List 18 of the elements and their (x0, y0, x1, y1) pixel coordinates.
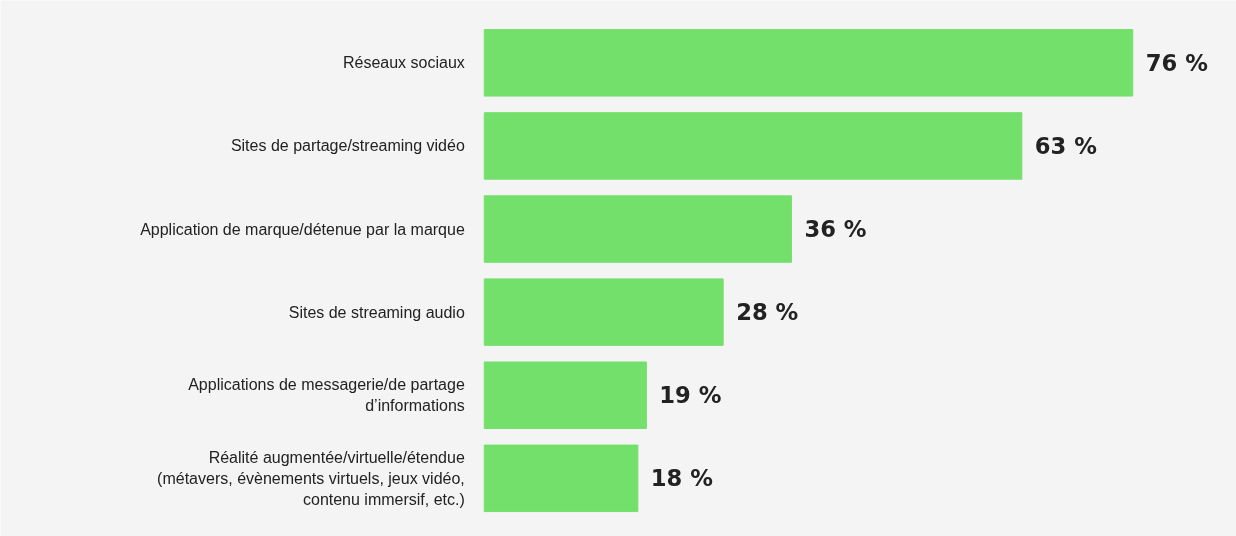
bar (483, 195, 792, 263)
data-label: 18 % (650, 465, 713, 492)
bar (483, 112, 1023, 180)
bar (483, 444, 639, 513)
bar (483, 278, 724, 346)
data-label: 28 % (736, 299, 799, 326)
bar (483, 29, 1134, 97)
y-tick-label: Réalité augmentée/virtuelle/étendue (métavers, évènements virtuels, jeux vidéo, contenu immersif, etc.) (157, 448, 465, 509)
bar (483, 361, 647, 429)
y-tick-label: Réseaux sociaux (342, 54, 465, 72)
data-label: 19 % (659, 382, 722, 409)
data-label: 76 % (1145, 49, 1208, 76)
y-tick-label: Application de marque/détenue par la marque (140, 220, 465, 238)
y-tick-label: Sites de streaming audio (288, 303, 465, 321)
y-tick-label: Applications de messagerie/de partage d’informations (188, 376, 465, 415)
data-label: 36 % (804, 216, 867, 243)
data-label: 63 % (1034, 132, 1097, 159)
y-tick-label: Sites de partage/streaming vidéo (230, 137, 465, 155)
